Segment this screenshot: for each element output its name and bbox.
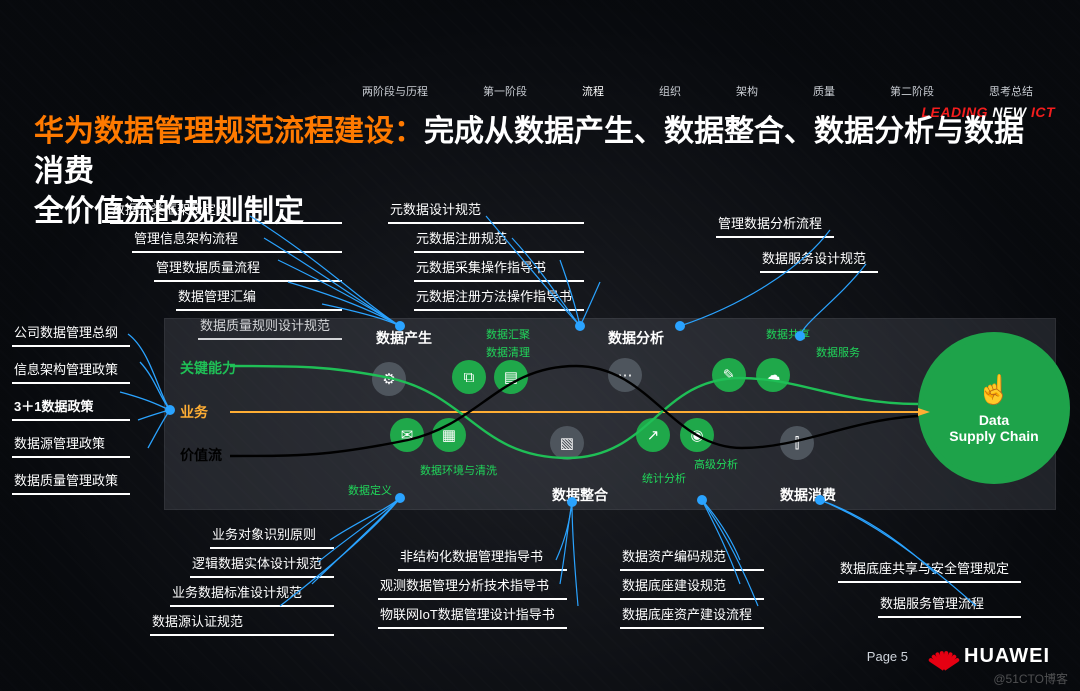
list-item: 数据分类框架及定义 [110, 199, 342, 224]
list-item: 管理数据分析流程 [716, 213, 834, 238]
node-icon: ⚙ [372, 362, 406, 396]
huawei-logo: HUAWEI [930, 643, 1050, 669]
node-icon: ▧ [550, 426, 584, 460]
node-icon: ⋯ [608, 358, 642, 392]
node-icon: ▤ [494, 360, 528, 394]
tab-item[interactable]: 架构 [706, 81, 780, 103]
list-item: 物联网IoT数据管理设计指导书 [378, 604, 567, 629]
page-number: Page 5 [867, 649, 908, 664]
list-item: 数据底座建设规范 [620, 575, 764, 600]
tab-item[interactable]: 组织 [629, 81, 703, 103]
stage-label: 数据分析 [608, 328, 664, 348]
sub-label: 统计分析 [642, 470, 686, 486]
list-item: 数据服务设计规范 [760, 248, 878, 273]
list-item: 元数据注册方法操作指导书 [414, 286, 584, 311]
list-item: 业务对象识别原则 [210, 524, 334, 549]
list-item: 业务数据标准设计规范 [170, 582, 334, 607]
node-icon: ◉ [680, 418, 714, 452]
huawei-petals-icon [930, 643, 958, 669]
endpoint-line1: Data [979, 412, 1009, 428]
endpoint-circle: ☝ Data Supply Chain [918, 332, 1070, 484]
sub-label: 数据共享 [766, 326, 810, 342]
nav-tabs: 两阶段与历程 第一阶段 流程 组织 架构 质量 第二阶段 思考总结 [332, 81, 1055, 103]
list-item: 数据管理汇编 [176, 286, 342, 311]
headline-line1: 华为数据管理规范流程建设：完成从数据产生、数据整合、数据分析与数据消费 [34, 112, 1050, 192]
stage-label: 数据整合 [552, 485, 608, 505]
node-icon: ✉ [390, 418, 424, 452]
policy-item: 3＋1数据政策 [12, 396, 130, 421]
lane-label: 关键能力 [180, 358, 236, 378]
left-policy-list: 公司数据管理总纲 信息架构管理政策 3＋1数据政策 数据源管理政策 数据质量管理… [12, 322, 130, 495]
stage-label: 数据产生 [376, 328, 432, 348]
sub-label: 数据清理 [486, 344, 530, 360]
node-icon: ▦ [432, 418, 466, 452]
top-mid-list: 元数据设计规范 元数据注册规范 元数据采集操作指导书 元数据注册方法操作指导书 [388, 199, 584, 311]
sub-label: 数据服务 [816, 344, 860, 360]
list-item: 管理数据质量流程 [154, 257, 342, 282]
sub-label: 数据定义 [348, 482, 392, 498]
tab-item[interactable]: 第一阶段 [453, 81, 549, 103]
tab-item-active[interactable]: 流程 [552, 81, 626, 103]
tab-item[interactable]: 质量 [783, 81, 857, 103]
policy-item: 数据源管理政策 [12, 433, 130, 458]
headline-accent: 华为数据管理规范流程建设： [34, 115, 424, 148]
node-icon: ☁ [756, 358, 790, 392]
huawei-wordmark: HUAWEI [964, 645, 1050, 668]
list-item: 元数据设计规范 [388, 199, 584, 224]
list-item: 数据源认证规范 [150, 611, 334, 636]
node-icon: ↗ [636, 418, 670, 452]
node-icon: ⫿ [780, 426, 814, 460]
sub-label: 数据汇聚 [486, 326, 530, 342]
tab-item[interactable]: 思考总结 [959, 81, 1055, 103]
list-item: 数据底座共享与安全管理规定 [838, 558, 1021, 583]
sub-label: 高级分析 [694, 456, 738, 472]
touch-icon: ☝ [977, 373, 1012, 406]
lane-label: 业务 [180, 402, 208, 422]
policy-item: 信息架构管理政策 [12, 359, 130, 384]
bottom-left-list: 业务对象识别原则 逻辑数据实体设计规范 业务数据标准设计规范 数据源认证规范 [150, 524, 334, 636]
list-item: 元数据注册规范 [414, 228, 584, 253]
policy-item: 数据质量管理政策 [12, 470, 130, 495]
node-icon: ⧉ [452, 360, 486, 394]
list-item: 逻辑数据实体设计规范 [190, 553, 334, 578]
sub-label: 数据环境与清洗 [420, 462, 497, 478]
endpoint-line2: Supply Chain [949, 428, 1038, 444]
tab-item[interactable]: 第二阶段 [860, 81, 956, 103]
list-item: 管理信息架构流程 [132, 228, 342, 253]
watermark: @51CTO博客 [993, 670, 1068, 687]
list-item: 数据资产编码规范 [620, 546, 764, 571]
bottom-mid-list: 非结构化数据管理指导书 观测数据管理分析技术指导书 物联网IoT数据管理设计指导… [398, 546, 567, 629]
list-item: 数据底座资产建设流程 [620, 604, 764, 629]
slide: 两阶段与历程 第一阶段 流程 组织 架构 质量 第二阶段 思考总结 LEADIN… [0, 0, 1080, 691]
list-item: 观测数据管理分析技术指导书 [378, 575, 567, 600]
list-item: 数据服务管理流程 [878, 593, 1021, 618]
tab-item[interactable]: 两阶段与历程 [332, 81, 450, 103]
footer: Page 5 HUAWEI [867, 643, 1050, 669]
node-icon: ✎ [712, 358, 746, 392]
list-item: 非结构化数据管理指导书 [398, 546, 567, 571]
bottom-right-list: 数据底座共享与安全管理规定 数据服务管理流程 [838, 558, 1021, 618]
stage-label: 数据消费 [780, 485, 836, 505]
bottom-mid2-list: 数据资产编码规范 数据底座建设规范 数据底座资产建设流程 [620, 546, 764, 629]
lane-label: 价值流 [180, 445, 222, 465]
list-item: 元数据采集操作指导书 [414, 257, 584, 282]
